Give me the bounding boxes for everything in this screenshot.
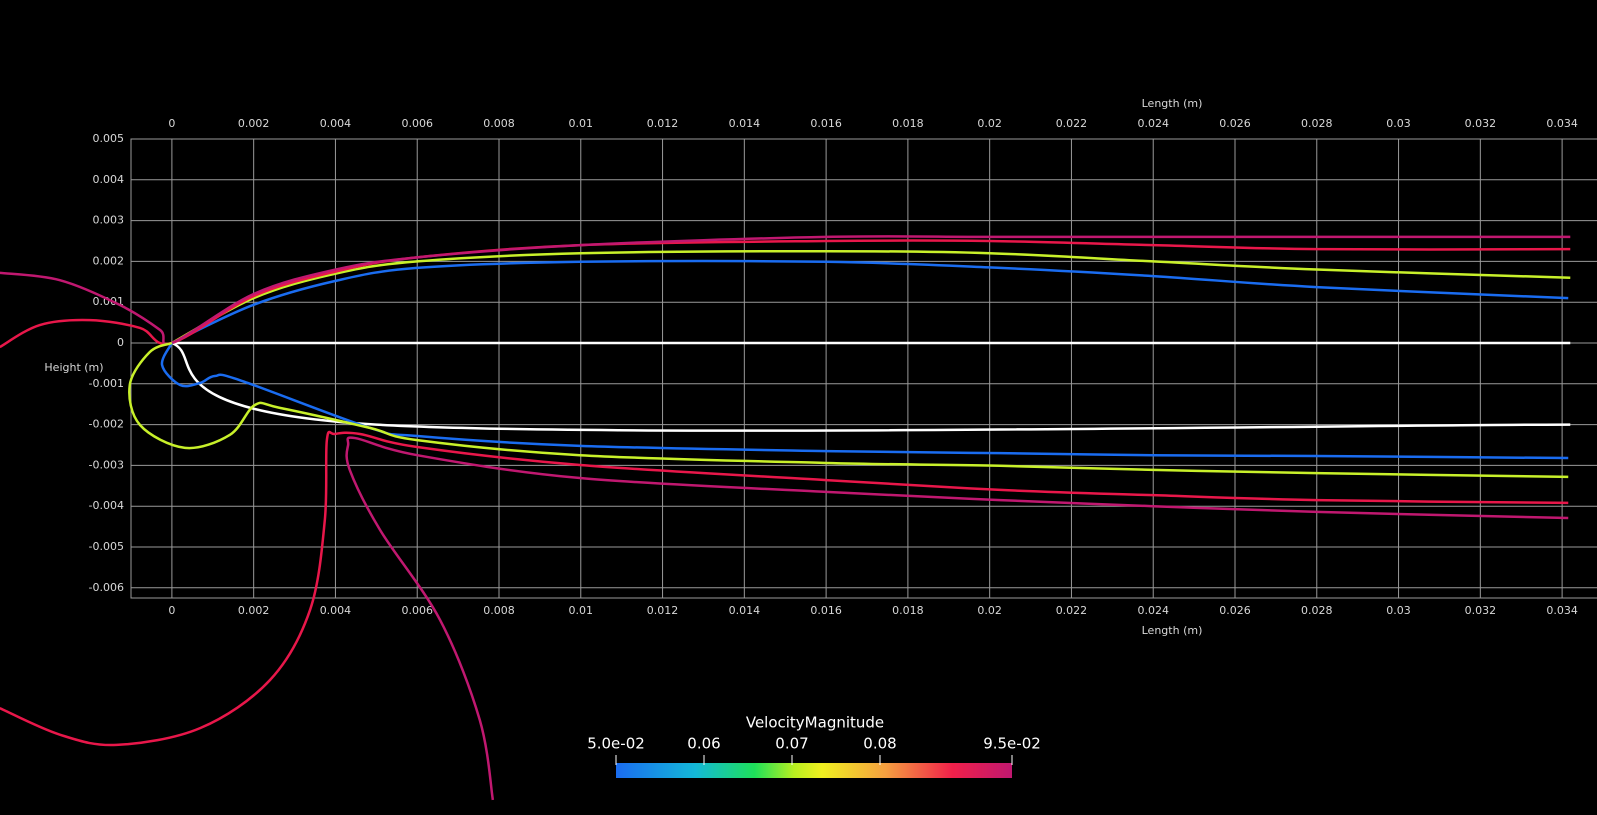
y-tick-label: -0.006 xyxy=(89,581,124,594)
y-tick-label: -0.001 xyxy=(89,377,124,390)
y-tick-label: -0.004 xyxy=(89,499,124,512)
x-tick-label: 0.034 xyxy=(1546,604,1578,617)
x-tick-label: 0.032 xyxy=(1465,604,1497,617)
x-tick-label-top: 0.028 xyxy=(1301,117,1333,130)
colorbar-tick-label: 0.08 xyxy=(863,735,896,753)
x-axis-title: Length (m) xyxy=(1142,624,1203,637)
x-tick-label: 0.008 xyxy=(483,604,515,617)
x-tick-label: 0.002 xyxy=(238,604,270,617)
streamline xyxy=(0,235,1571,346)
streamline xyxy=(171,249,1571,345)
streamline xyxy=(171,341,1571,432)
colorbar xyxy=(616,763,1012,778)
x-tick-label: 0.004 xyxy=(320,604,352,617)
x-tick-label-top: 0.012 xyxy=(647,117,679,130)
streamline xyxy=(160,342,1569,460)
x-tick-label: 0.03 xyxy=(1386,604,1411,617)
streamline xyxy=(128,341,1569,479)
y-tick-label: 0.001 xyxy=(93,295,125,308)
x-tick-label: 0 xyxy=(168,604,175,617)
x-tick-label: 0.028 xyxy=(1301,604,1333,617)
x-tick-label-top: 0.002 xyxy=(238,117,270,130)
colorbar-tick-label: 0.06 xyxy=(687,735,720,753)
x-tick-label: 0.026 xyxy=(1219,604,1251,617)
x-tick-label-top: 0.016 xyxy=(810,117,842,130)
x-tick-label: 0.016 xyxy=(810,604,842,617)
x-tick-label: 0.006 xyxy=(401,604,433,617)
x-tick-label-top: 0.032 xyxy=(1465,117,1497,130)
y-tick-label: 0 xyxy=(117,336,124,349)
streamline xyxy=(345,436,1569,801)
x-tick-label-top: 0.01 xyxy=(569,117,594,130)
x-tick-label: 0.014 xyxy=(729,604,761,617)
x-tick-label-top: 0.004 xyxy=(320,117,352,130)
colorbar-tick-label: 0.07 xyxy=(775,735,808,753)
x-tick-label-top: 0.014 xyxy=(729,117,761,130)
streamline xyxy=(0,239,1571,349)
x-tick-label-top: 0 xyxy=(168,117,175,130)
colorbar-tick-label: 9.5e-02 xyxy=(983,735,1041,753)
colorbar-tick-label: 5.0e-02 xyxy=(587,735,645,753)
x-tick-label-top: 0.024 xyxy=(1137,117,1169,130)
x-tick-label: 0.018 xyxy=(892,604,924,617)
streamline xyxy=(0,430,1569,747)
x-tick-label: 0.012 xyxy=(647,604,679,617)
x-tick-label-top: 0.02 xyxy=(977,117,1002,130)
x-tick-label-top: 0.026 xyxy=(1219,117,1251,130)
y-tick-label: -0.002 xyxy=(89,418,124,431)
x-tick-label-top: 0.008 xyxy=(483,117,515,130)
y-axis-title: Height (m) xyxy=(44,361,103,374)
colorbar-title: VelocityMagnitude xyxy=(746,714,884,732)
x-tick-label: 0.022 xyxy=(1056,604,1088,617)
y-tick-label: -0.003 xyxy=(89,458,124,471)
y-tick-label: 0.005 xyxy=(93,132,125,145)
y-tick-label: 0.002 xyxy=(93,254,125,267)
x-tick-label: 0.02 xyxy=(977,604,1002,617)
x-tick-label-top: 0.03 xyxy=(1386,117,1411,130)
y-tick-label: 0.004 xyxy=(93,173,125,186)
y-tick-label: -0.005 xyxy=(89,540,124,553)
plot-frame xyxy=(130,138,1597,599)
x-tick-label-top: 0.006 xyxy=(401,117,433,130)
y-tick-label: 0.003 xyxy=(93,214,125,227)
x-tick-label-top: 0.034 xyxy=(1546,117,1578,130)
x-tick-label: 0.01 xyxy=(569,604,594,617)
x-tick-label: 0.024 xyxy=(1137,604,1169,617)
x-tick-label-top: 0.022 xyxy=(1056,117,1088,130)
x-tick-label-top: 0.018 xyxy=(892,117,924,130)
streamline xyxy=(171,259,1569,345)
x-axis-title-top: Length (m) xyxy=(1142,97,1203,110)
